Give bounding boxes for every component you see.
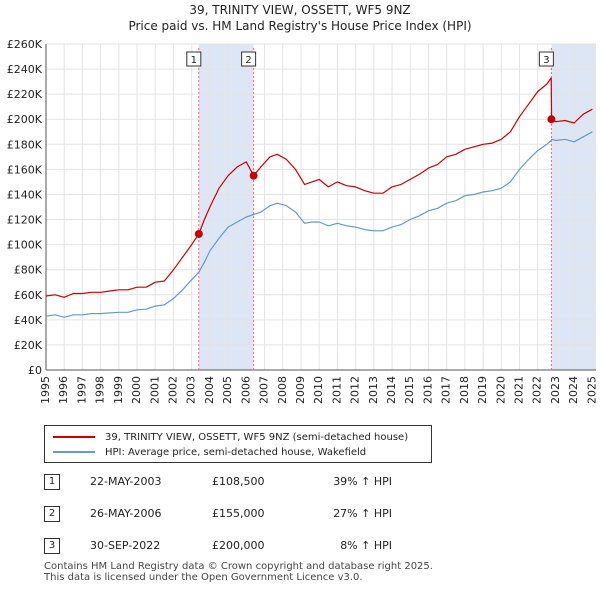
x-tick-label: 2021 [513, 376, 526, 404]
sale-number: 1 [44, 474, 60, 490]
y-tick-label: £220K [7, 88, 43, 101]
x-tick-label: 2025 [585, 376, 598, 404]
chart-title: 39, TRINITY VIEW, OSSETT, WF5 9NZ [189, 3, 410, 17]
x-tick-label: 2022 [531, 376, 544, 404]
footer-notice: Contains HM Land Registry data © Crown c… [44, 561, 433, 583]
x-tick-label: 2016 [421, 376, 434, 404]
x-tick-label: 2006 [239, 376, 252, 404]
x-tick-label: 2023 [549, 376, 562, 404]
x-tick-label: 1996 [57, 376, 70, 404]
legend-item-hpi: HPI: Average price, semi-detached house,… [53, 445, 366, 459]
x-tick-label: 1997 [75, 376, 88, 404]
y-tick-label: £140K [7, 188, 43, 201]
y-tick-label: £120K [7, 214, 43, 227]
price-chart: 39, TRINITY VIEW, OSSETT, WF5 9NZ Price … [7, 3, 599, 404]
x-tick-label: 1999 [112, 376, 125, 404]
x-tick-label: 2009 [294, 376, 307, 404]
x-tick-label: 2020 [494, 376, 507, 404]
x-tick-label: 2017 [440, 376, 453, 404]
x-tick-label: 2005 [221, 376, 234, 404]
sale-price: £108,500 [212, 475, 265, 488]
sale-date: 26-MAY-2006 [90, 507, 162, 520]
legend-swatch-property [53, 436, 95, 438]
sale-number: 3 [44, 538, 60, 554]
legend-item-property: 39, TRINITY VIEW, OSSETT, WF5 9NZ (semi-… [53, 430, 408, 444]
sale-label: 2 [245, 55, 251, 66]
plot-background [46, 44, 596, 370]
y-tick-label: £200K [7, 113, 43, 126]
x-tick-label: 2011 [330, 376, 343, 404]
x-tick-label: 2012 [349, 376, 362, 404]
x-tick-label: 2004 [203, 376, 216, 404]
footer-line-2: This data is licensed under the Open Gov… [44, 572, 363, 583]
x-tick-label: 2008 [276, 376, 289, 404]
sale-hpi-change: 39% ↑ HPI [333, 475, 392, 488]
sale-point [194, 229, 203, 238]
y-tick-label: £240K [7, 63, 43, 76]
x-tick-label: 1998 [94, 376, 107, 404]
y-tick-label: £100K [7, 239, 43, 252]
sale-number: 2 [44, 506, 60, 522]
x-tick-label: 2002 [166, 376, 179, 404]
sale-label-box [538, 51, 554, 67]
y-tick-label: £80K [14, 264, 43, 277]
y-tick-label: £60K [14, 289, 43, 302]
chart-legend: 39, TRINITY VIEW, OSSETT, WF5 9NZ (semi-… [44, 425, 432, 463]
sale-hpi-change: 8% ↑ HPI [340, 539, 392, 552]
sale-label-box [186, 51, 202, 67]
property-price-line [45, 77, 593, 298]
y-tick-label: £40K [14, 314, 43, 327]
legend-label-hpi: HPI: Average price, semi-detached house,… [105, 446, 367, 458]
sale-row: 2 26-MAY-2006 £155,000 27% ↑ HPI [44, 506, 464, 522]
sale-hpi-change: 27% ↑ HPI [333, 507, 392, 520]
y-tick-label: £180K [7, 138, 43, 151]
x-tick-label: 2014 [385, 376, 398, 404]
sale-price: £155,000 [212, 507, 265, 520]
x-tick-label: 2013 [367, 376, 380, 404]
ownership-shade [198, 44, 254, 370]
x-tick-label: 2015 [403, 376, 416, 404]
y-tick-label: £0 [28, 364, 42, 377]
x-tick-label: 2018 [458, 376, 471, 404]
y-tick-label: £260K [7, 38, 43, 51]
sale-label: 3 [543, 55, 549, 66]
sale-row: 1 22-MAY-2003 £108,500 39% ↑ HPI [44, 474, 464, 490]
legend-label-property: 39, TRINITY VIEW, OSSETT, WF5 9NZ (semi-… [105, 431, 409, 443]
sale-label: 1 [191, 55, 197, 66]
y-tick-label: £20K [14, 339, 43, 352]
x-tick-label: 1995 [39, 376, 52, 404]
sale-price: £200,000 [212, 539, 265, 552]
hpi-line [45, 131, 593, 318]
sale-point [547, 115, 556, 124]
sale-date: 30-SEP-2022 [90, 539, 161, 552]
chart-subtitle: Price paid vs. HM Land Registry's House … [128, 19, 471, 33]
x-tick-label: 2003 [185, 376, 198, 404]
x-tick-label: 2024 [567, 376, 580, 404]
sale-row: 3 30-SEP-2022 £200,000 8% ↑ HPI [44, 538, 464, 554]
footer-line-1: Contains HM Land Registry data © Crown c… [44, 561, 433, 572]
sale-point [249, 171, 258, 180]
x-tick-label: 2000 [130, 376, 143, 404]
x-tick-label: 2019 [476, 376, 489, 404]
x-tick-label: 2007 [258, 376, 271, 404]
x-tick-label: 2010 [312, 376, 325, 404]
sale-date: 22-MAY-2003 [90, 475, 162, 488]
x-tick-label: 2001 [148, 376, 161, 404]
legend-swatch-hpi [53, 451, 95, 453]
sale-label-box [241, 51, 257, 67]
y-tick-label: £160K [7, 163, 43, 176]
